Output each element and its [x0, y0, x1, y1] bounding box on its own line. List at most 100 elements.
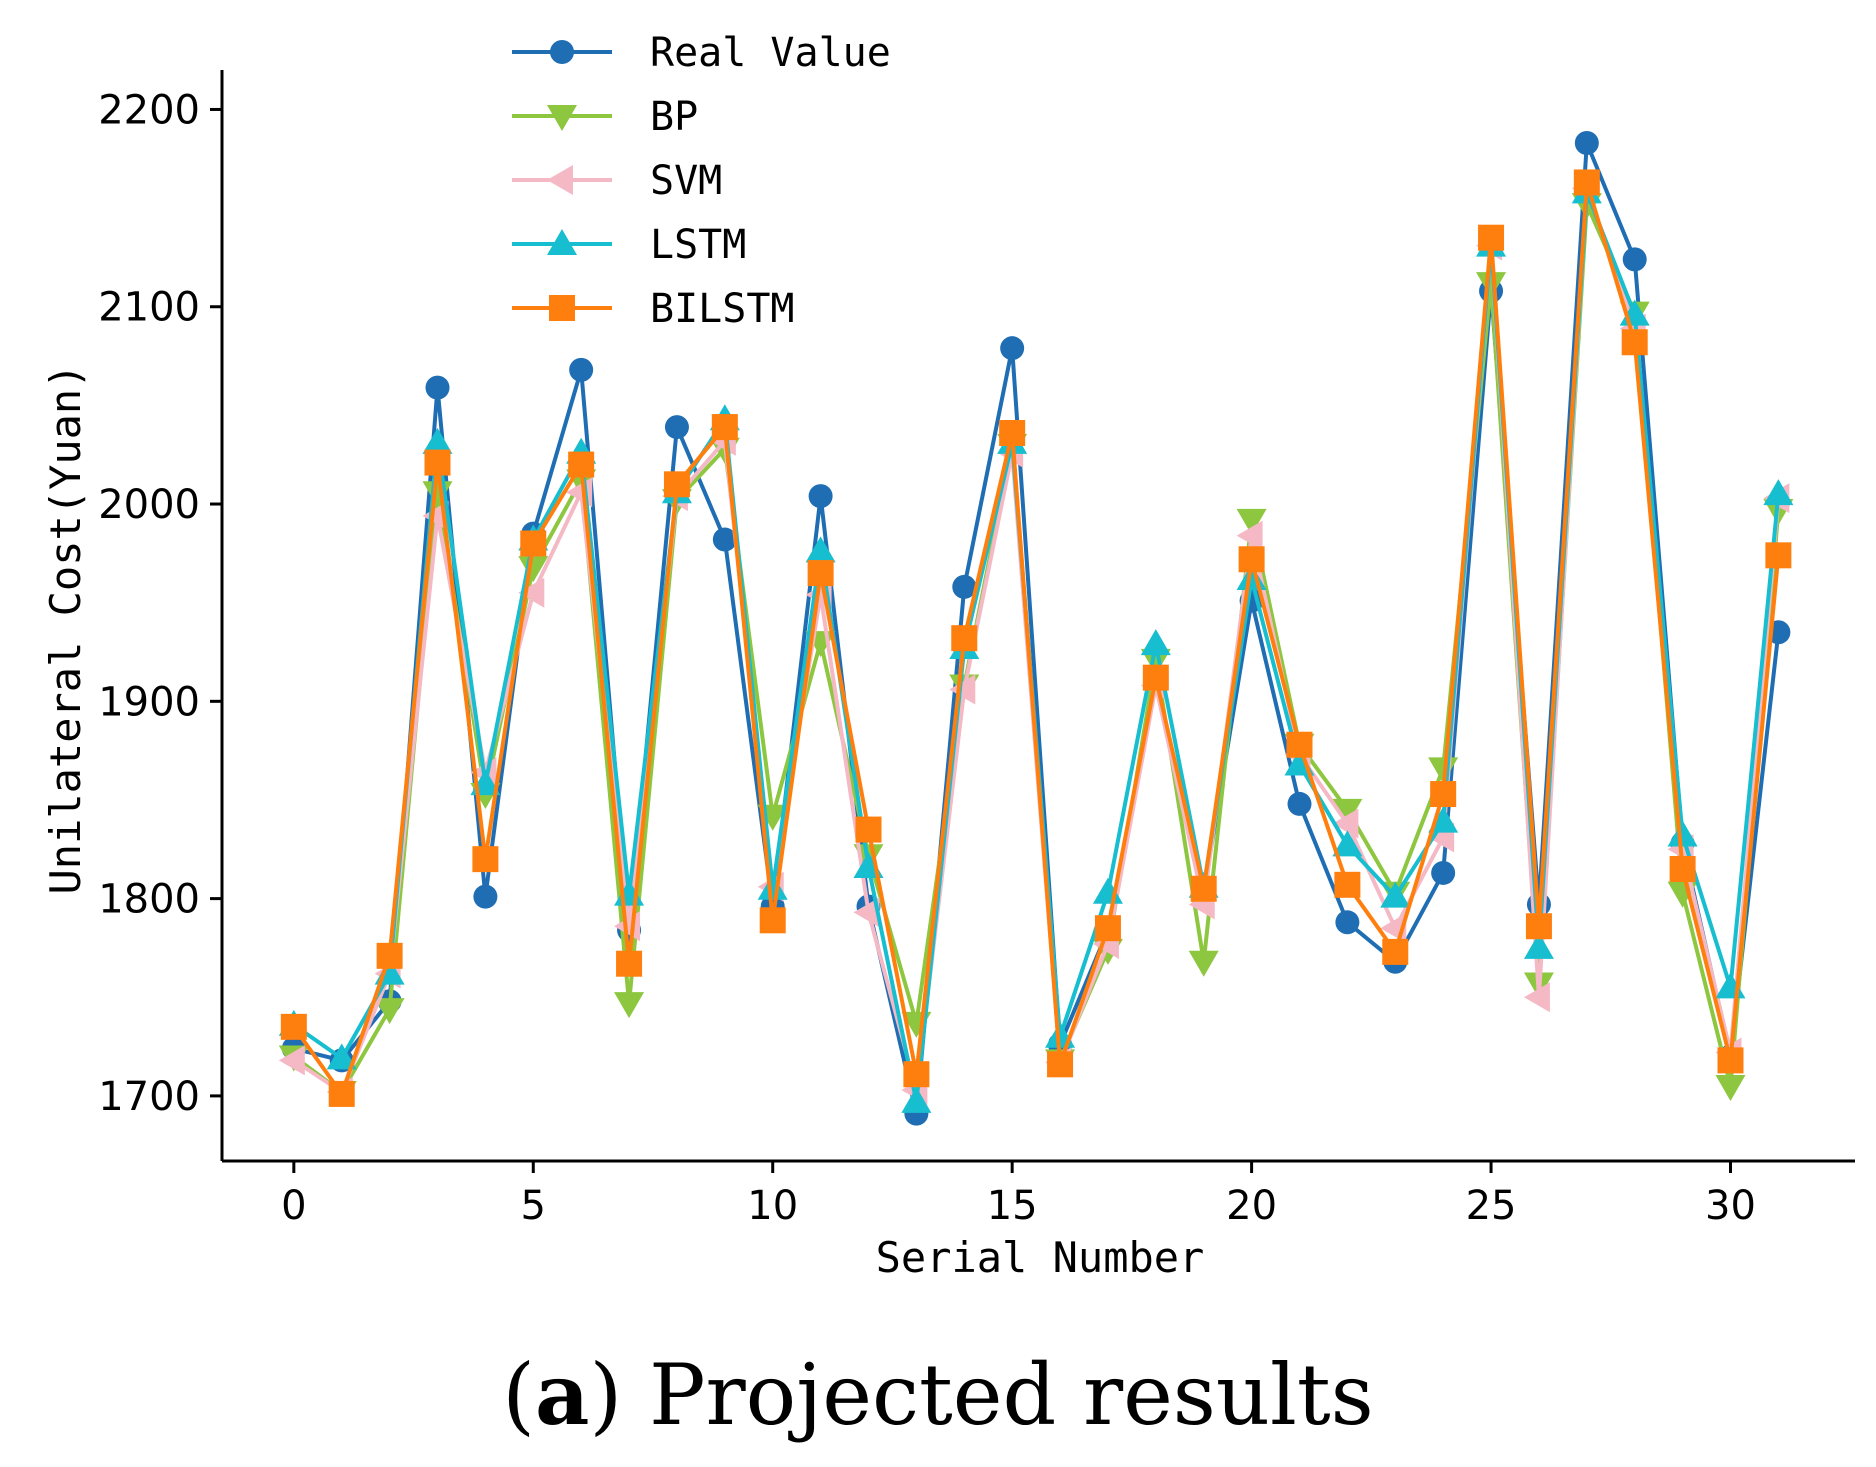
- data-point-bilstm: [1142, 664, 1169, 691]
- x-tick-label: 25: [1466, 1183, 1517, 1229]
- data-point-bilstm: [711, 414, 738, 441]
- data-point-bilstm: [903, 1061, 930, 1088]
- data-point-real-value: [1574, 130, 1599, 155]
- data-point-real-value: [473, 884, 498, 909]
- data-point-bilstm: [999, 420, 1026, 447]
- data-point-bilstm: [1621, 329, 1648, 356]
- y-tick-label: 1800: [98, 877, 200, 923]
- y-tick-label: 1900: [98, 679, 200, 725]
- data-point-bilstm: [472, 846, 499, 873]
- data-point-real-value: [952, 574, 977, 599]
- legend-marker-bp: [547, 105, 577, 131]
- x-axis-label: Serial Number: [876, 1233, 1205, 1282]
- data-point-bilstm: [1286, 731, 1313, 758]
- data-point-bilstm: [1094, 915, 1121, 942]
- data-point-svm: [1332, 808, 1359, 839]
- data-point-bp: [374, 998, 405, 1025]
- data-point-bilstm: [759, 907, 786, 934]
- legend-label-bp: BP: [650, 94, 698, 140]
- data-point-lstm: [1763, 479, 1794, 506]
- data-point-real-value: [1335, 910, 1360, 935]
- data-point-bp: [1140, 648, 1171, 675]
- y-tick-label: 2000: [98, 482, 200, 528]
- y-tick-label: 2200: [98, 87, 200, 133]
- data-point-bilstm: [1047, 1051, 1074, 1078]
- legend-label-lstm: LSTM: [650, 222, 746, 268]
- data-point-bilstm: [280, 1013, 307, 1040]
- data-point-lstm: [1380, 881, 1411, 908]
- data-point-real-value: [1622, 247, 1647, 272]
- data-point-bilstm: [1238, 546, 1265, 573]
- series-bp: [278, 193, 1794, 1107]
- data-point-lstm: [1140, 629, 1171, 656]
- x-tick-label: 0: [281, 1183, 306, 1229]
- data-point-lstm: [805, 536, 836, 563]
- legend-marker-svm: [547, 165, 573, 195]
- data-point-bp: [1332, 798, 1363, 825]
- data-point-bp: [1715, 1075, 1746, 1102]
- x-tick-label: 15: [987, 1183, 1038, 1229]
- data-point-bilstm: [1525, 913, 1552, 940]
- legend-item-real-value: Real Value: [512, 30, 891, 76]
- y-axis-label: Unilateral Cost(Yuan): [41, 363, 90, 894]
- legend-label-real-value: Real Value: [650, 30, 891, 76]
- legend: Real Value BP SVM LSTM BILSTM: [512, 30, 891, 332]
- data-point-bilstm: [1430, 781, 1457, 808]
- data-point-real-value: [425, 375, 450, 400]
- data-point-svm: [853, 897, 880, 928]
- y-tick-label: 2100: [98, 285, 200, 331]
- figure-caption: (a) Projected results: [502, 1345, 1374, 1444]
- series-bilstm: [280, 169, 1792, 1107]
- legend-marker-bilstm: [549, 295, 575, 321]
- x-tick-label: 10: [747, 1183, 798, 1229]
- data-point-bilstm: [1717, 1047, 1744, 1074]
- data-point-bilstm: [1478, 224, 1505, 251]
- data-point-lstm: [326, 1043, 357, 1070]
- data-point-bp: [1236, 508, 1267, 535]
- data-point-svm: [278, 1045, 305, 1076]
- data-point-bilstm: [1669, 856, 1696, 883]
- data-point-lstm: [1523, 932, 1554, 959]
- x-tick-label: 5: [521, 1183, 546, 1229]
- data-point-bp: [1476, 272, 1507, 299]
- data-point-real-value: [569, 357, 594, 382]
- data-point-lstm: [1667, 820, 1698, 847]
- series-lstm: [278, 177, 1794, 1113]
- data-point-real-value: [1431, 860, 1456, 885]
- data-point-bilstm: [1573, 169, 1600, 196]
- legend-marker-real-value: [550, 40, 574, 64]
- data-point-real-value: [664, 415, 689, 440]
- data-point-bilstm: [520, 530, 547, 557]
- data-point-bilstm: [376, 942, 403, 969]
- caption-text: Projected results: [648, 1346, 1374, 1444]
- data-point-bilstm: [807, 560, 834, 587]
- x-tick-label: 30: [1705, 1183, 1756, 1229]
- y-tick-label: 1700: [98, 1074, 200, 1120]
- legend-item-lstm: LSTM: [512, 222, 746, 268]
- axes: 0 5 10 15 20 25 30 1700 1800 1900 2000 2100 2200: [98, 70, 1855, 1229]
- data-point-svm: [518, 577, 545, 608]
- data-point-lstm: [422, 427, 453, 454]
- data-point-svm: [949, 674, 976, 705]
- data-point-bilstm: [1765, 542, 1792, 569]
- data-point-bilstm: [1382, 938, 1409, 965]
- data-point-bp: [1188, 950, 1219, 977]
- data-point-real-value: [808, 484, 833, 509]
- data-point-bilstm: [616, 950, 643, 977]
- legend-label-svm: SVM: [650, 158, 722, 204]
- data-point-lstm: [1428, 806, 1459, 833]
- data-point-bilstm: [951, 625, 978, 652]
- data-point-bilstm: [1190, 875, 1217, 902]
- data-point-svm: [1236, 520, 1263, 551]
- legend-marker-lstm: [547, 229, 577, 255]
- x-tick-label: 20: [1226, 1183, 1277, 1229]
- series-real-value: [281, 130, 1791, 1126]
- data-point-bilstm: [855, 816, 882, 843]
- data-point-bilstm: [568, 451, 595, 478]
- data-point-bilstm: [663, 471, 690, 498]
- legend-label-bilstm: BILSTM: [650, 286, 795, 332]
- legend-item-bilstm: BILSTM: [512, 286, 795, 332]
- data-point-bp: [518, 556, 549, 583]
- legend-item-svm: SVM: [512, 158, 722, 204]
